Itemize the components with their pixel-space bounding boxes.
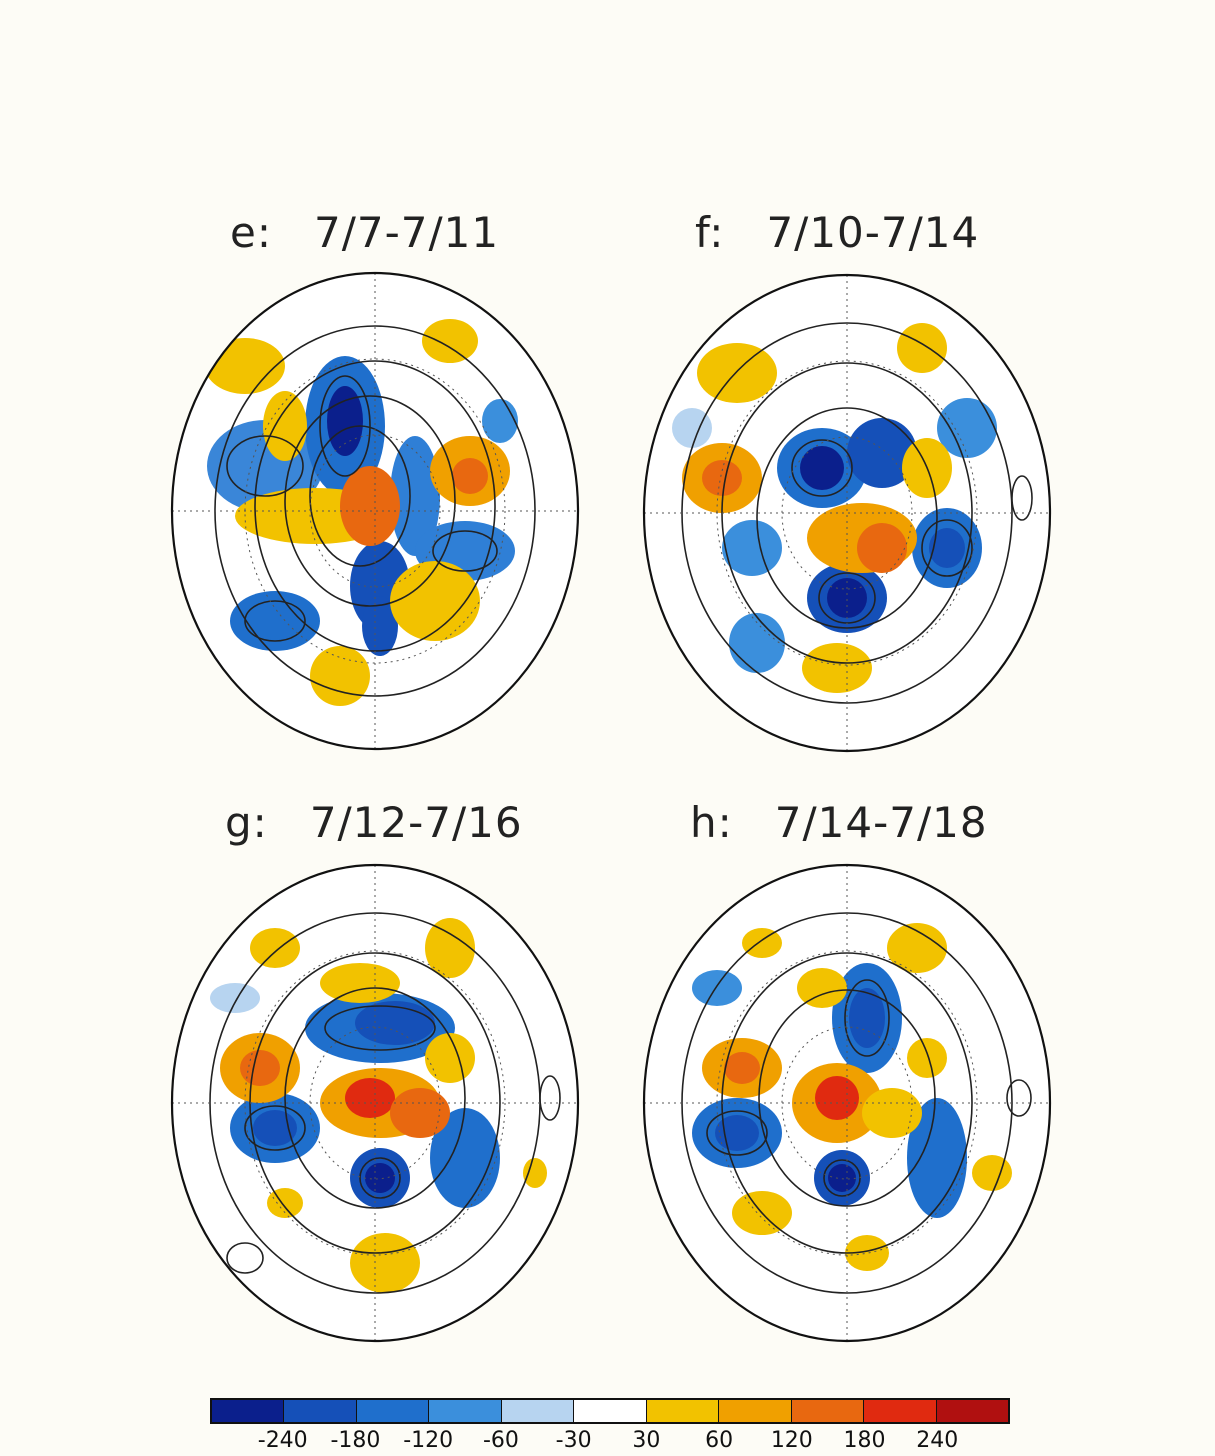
panel-title-h: h: 7/14-7/18 (690, 798, 988, 847)
color-scale-label: 60 (705, 1428, 734, 1453)
polar-map-f (642, 273, 1052, 753)
color-scale-cell (646, 1400, 720, 1422)
color-scale-cell (356, 1400, 430, 1422)
color-scale-cell (212, 1400, 285, 1422)
color-scale-cell (501, 1400, 575, 1422)
color-scale-cell (864, 1400, 937, 1422)
color-scale-label: 180 (843, 1428, 886, 1453)
color-scale-cell (719, 1400, 792, 1422)
color-scale-label: 240 (916, 1428, 959, 1453)
panel-title-e: e: 7/7-7/11 (230, 208, 500, 257)
panel-title-g: g: 7/12-7/16 (225, 798, 523, 847)
color-scale-cell (574, 1400, 647, 1422)
panel-title-f: f: 7/10-7/14 (695, 208, 980, 257)
color-scale-label: 120 (770, 1428, 813, 1453)
color-scale-bar (210, 1398, 1010, 1424)
polar-map-e (170, 271, 580, 751)
color-scale-cell (936, 1400, 1008, 1422)
color-scale-label: -240 (257, 1428, 308, 1453)
polar-map-g (170, 863, 580, 1343)
color-scale-label: 30 (632, 1428, 661, 1453)
color-scale-label: -60 (482, 1428, 519, 1453)
color-scale-label: -120 (403, 1428, 454, 1453)
color-scale-label: -30 (555, 1428, 592, 1453)
polar-map-h (642, 863, 1052, 1343)
color-scale-cell (791, 1400, 865, 1422)
color-scale-cell (429, 1400, 502, 1422)
color-scale-label: -180 (330, 1428, 381, 1453)
color-scale-cell (284, 1400, 357, 1422)
